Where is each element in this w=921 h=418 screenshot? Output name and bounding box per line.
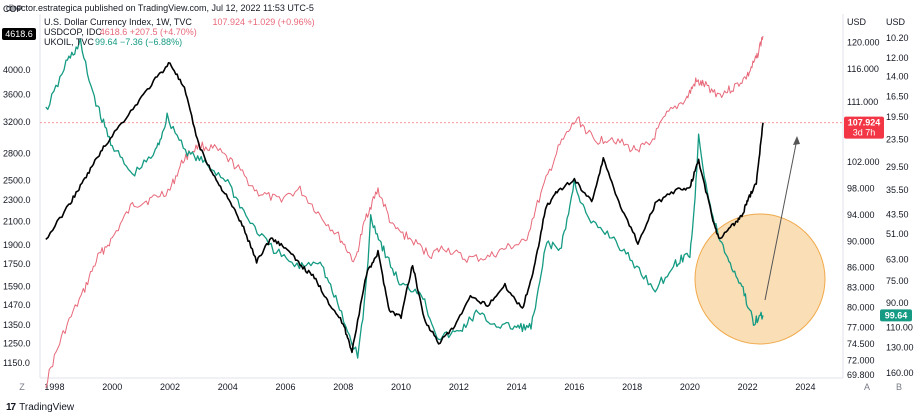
time-axis-tick: 2020: [680, 382, 700, 392]
cop-price-value: 4618.6: [5, 29, 33, 39]
trend-arrow-head-icon: [793, 136, 800, 145]
time-axis-tick: 2002: [160, 382, 180, 392]
oil-axis-tick: 23.50: [886, 135, 909, 145]
oil-axis-tick: 90.00: [886, 298, 909, 308]
oil-axis-tick: 12.00: [886, 53, 909, 63]
series-line-ukoil: [45, 38, 764, 359]
publish-caption: director.estrategica published on Tradin…: [6, 3, 314, 13]
oil-axis-tick: 19.50: [886, 112, 909, 122]
oil-axis-tick: 63.00: [886, 255, 909, 265]
footer: 17 TradingView: [6, 402, 74, 413]
oil-axis-tick: 35.50: [886, 185, 909, 195]
time-axis-tick: 1998: [44, 382, 64, 392]
left-axis-tick: 3200.0: [3, 117, 31, 127]
dxy-axis-tick: 98.000: [847, 183, 875, 193]
legend[interactable]: U.S. Dollar Currency Index, 1W, TVC 107.9…: [44, 17, 315, 47]
left-axis-tick: 2800.0: [3, 149, 31, 159]
time-axis-tick: 2012: [449, 382, 469, 392]
tradingview-logo-icon: 17: [6, 402, 16, 413]
dxy-axis-tick: 94.000: [847, 210, 875, 220]
legend-item-value: 107.924 +1.029 (+0.96%): [213, 17, 315, 27]
time-axis-tick: 2024: [795, 382, 815, 392]
oil-axis-title: USD: [886, 17, 906, 27]
oil-axis-tick: 130.00: [886, 343, 914, 353]
left-axis-tick: 1900.0: [3, 240, 31, 250]
left-axis-tick: 2300.0: [3, 195, 31, 205]
oil-axis-tick: 10.20: [886, 33, 909, 43]
oil-axis-tick: 14.00: [886, 72, 909, 82]
oil-axis-tick: 16.50: [886, 92, 909, 102]
time-axis-tick: 2006: [276, 382, 296, 392]
oil-axis-tick: 75.00: [886, 276, 909, 286]
legend-item-value: 99.64 −7.36 (−6.88%): [95, 37, 182, 47]
dxy-axis-tick: 120.000: [847, 38, 880, 48]
time-axis[interactable]: 1998 2000 2002 2004 2006 2008 2010 2012 2014 2016…: [44, 382, 815, 392]
axis-titles: COP USD USD: [3, 4, 906, 27]
dxy-axis-title: USD: [847, 17, 867, 27]
legend-item-name[interactable]: U.S. Dollar Currency Index, 1W, TVC: [44, 17, 192, 27]
left-axis-tick: 1590.0: [3, 282, 31, 292]
trend-arrow-line[interactable]: [764, 138, 798, 301]
left-axis-tick: 4000.0: [3, 65, 31, 75]
highlight-circle[interactable]: [694, 213, 826, 345]
series-line-dxy: [45, 61, 764, 354]
oil-axis-tick: 110.00: [886, 322, 913, 332]
legend-item-value: 4618.6 +207.5 (+4.70%): [100, 27, 197, 37]
left-axis-title: COP: [3, 4, 23, 14]
time-axis-tick: 2004: [218, 382, 238, 392]
dxy-axis-tick: 102.000: [847, 157, 880, 167]
dxy-price-value: 107.924: [848, 118, 881, 128]
left-axis[interactable]: 4000.0 3600.0 3200.0 2800.0 2500.0 2300.0 2100…: [3, 65, 31, 368]
drawing-annotations[interactable]: [40, 122, 843, 345]
time-axis-tick: 2018: [622, 382, 642, 392]
left-axis-tick: 2100.0: [3, 216, 31, 226]
dxy-axis-tick: 74.500: [847, 339, 875, 349]
left-axis-tick: 1350.0: [3, 320, 31, 330]
oil-axis-tick: 51.00: [886, 229, 909, 239]
dxy-axis-tick: 86.000: [847, 263, 875, 273]
oil-axis-tick: 43.50: [886, 210, 909, 220]
time-axis-tick: 2014: [507, 382, 527, 392]
time-axis-tick: 2010: [391, 382, 411, 392]
right-axis-oil[interactable]: 10.20 12.00 14.00 16.50 19.50 23.50 29.50 35.50…: [886, 33, 914, 378]
left-axis-tick: 1470.0: [3, 300, 31, 310]
oil-price-badge: [880, 309, 912, 322]
dxy-axis-tick: 83.000: [847, 283, 875, 293]
dxy-axis-tick: 116.000: [847, 64, 879, 74]
left-axis-tick: 2500.0: [3, 175, 31, 185]
series-line-usdcop: [45, 35, 764, 388]
dxy-price-badge: [844, 116, 884, 139]
oil-axis-tick: 160.00: [886, 368, 914, 378]
corner-buttons[interactable]: A BZ: [19, 382, 902, 392]
dxy-axis-tick: 111.000: [847, 97, 878, 107]
time-axis-tick: 2008: [333, 382, 353, 392]
left-axis-tick: 1750.0: [3, 259, 31, 269]
oil-axis-tick: 29.50: [886, 162, 909, 172]
dxy-axis-tick: 69.800: [847, 370, 875, 380]
series-layer: [45, 35, 764, 388]
left-axis-tick: 1150.0: [3, 358, 30, 368]
dxy-axis-tick: 77.000: [847, 322, 875, 332]
legend-item-name[interactable]: USDCOP, IDC: [44, 27, 102, 37]
left-axis-tick: 3600.0: [3, 90, 31, 100]
right-axis-dxy[interactable]: 120.000116.000111.000107.000102.00098.00…: [847, 38, 880, 380]
dxy-axis-tick: 72.000: [847, 355, 875, 365]
scale-button-a[interactable]: A: [864, 382, 870, 392]
oil-price-value: 99.64: [885, 310, 908, 320]
time-axis-tick: 2000: [102, 382, 122, 392]
timezone-button[interactable]: Z: [19, 382, 25, 392]
legend-item-name[interactable]: UKOIL, TVC: [44, 37, 94, 47]
time-axis-tick: 2022: [738, 382, 758, 392]
cop-price-badge: [2, 28, 36, 40]
dxy-countdown: 3d 7h: [853, 128, 876, 138]
left-axis-tick: 1250.0: [3, 338, 31, 348]
time-axis-tick: 2016: [564, 382, 584, 392]
dxy-axis-tick: 90.000: [847, 236, 875, 246]
scale-button-b[interactable]: B: [896, 382, 902, 392]
footer-brand: TradingView: [19, 402, 75, 413]
dxy-axis-tick: 80.000: [847, 302, 875, 312]
